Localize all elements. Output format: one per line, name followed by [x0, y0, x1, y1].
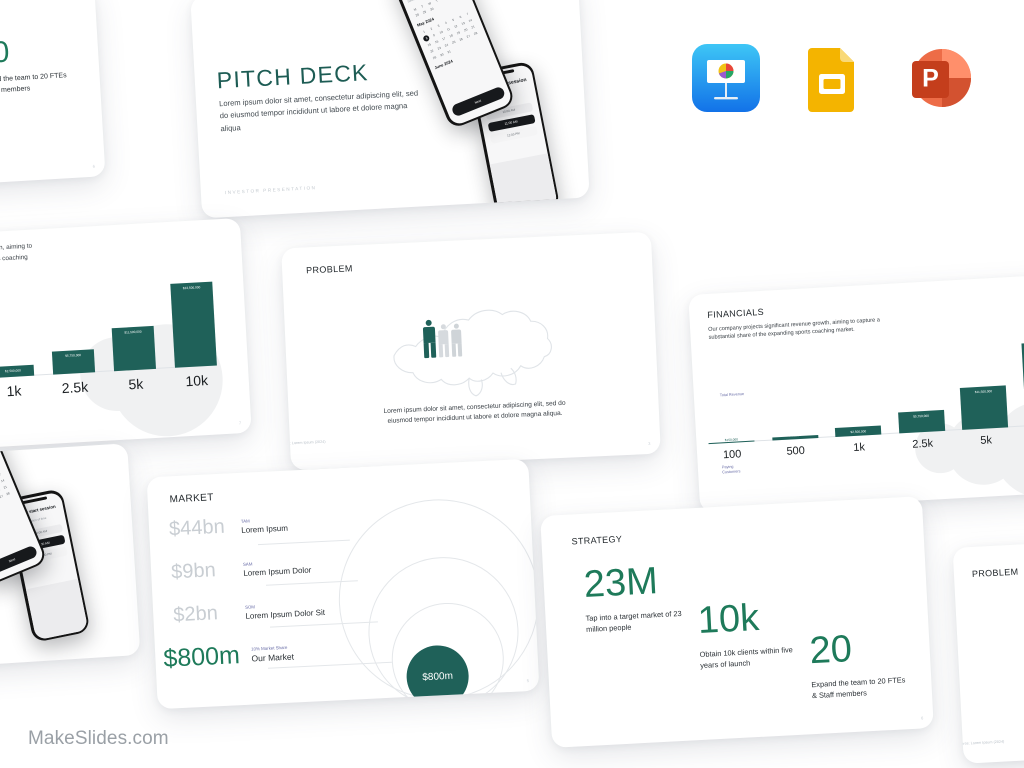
market-tag: 10% Market Share — [250, 644, 288, 652]
slide-body: Our company projects significant revenue… — [708, 317, 881, 342]
kpi-number: 23M — [582, 560, 659, 606]
person-figure-highlighted — [422, 319, 437, 359]
kpi-number: 20 — [0, 35, 11, 71]
bar-value-label: $2,500,000 — [850, 428, 867, 434]
leader-line-tam — [257, 539, 350, 546]
market-core-label: $800m — [422, 670, 454, 683]
calendar-next-month-label: June 2024 — [0, 505, 18, 529]
market-row-tam: $44bn TAM Lorem Ipsum — [169, 513, 289, 542]
bar-value-label: $5,750,000 — [65, 353, 82, 359]
phone-next-label: Next — [8, 557, 16, 564]
kpi-number: 20 — [808, 628, 853, 673]
category-label: 5k — [127, 375, 144, 393]
app-icons-row: P — [692, 44, 972, 112]
slide-financials-partial[interactable]: nue growth, aiming to nding sports coach… — [0, 217, 252, 454]
category-label: 2.5k — [61, 378, 89, 397]
slide-strategy-partial[interactable]: 20 Expand the team to 20 FTEs & Staff me… — [0, 0, 106, 188]
market-name: Lorem Ipsum Dolor — [243, 565, 312, 578]
bar-value-label: $11,500,000 — [974, 389, 993, 395]
market-amount: $800m — [162, 641, 241, 673]
bar-value-label: $23,500,000 — [182, 284, 201, 290]
market-amount: $44bn — [168, 515, 226, 541]
kpi-team: 20 Expand the team to 20 FTEs & Staff me… — [809, 627, 922, 702]
kpi-text: Obtain 10k clients within five years of … — [699, 645, 794, 671]
kpi-number: 10k — [696, 596, 761, 643]
bar-chart-partial: $2,500,000 $5,750,000 $11,500,000 $23,50… — [0, 278, 217, 379]
bar-value-label: $750,000 — [788, 432, 802, 438]
market-row-som: $2bn SOM Lorem Ipsum Dolor Sit — [173, 597, 326, 627]
market-name: Our Market — [251, 651, 295, 664]
market-amount: $2bn — [172, 602, 219, 627]
category-label: 500 — [786, 444, 806, 458]
slide-page-number: 6 — [92, 163, 96, 169]
slide-market[interactable]: MARKET $44bn TAM Lorem Ipsum $9bn SAM Lo… — [146, 458, 540, 710]
google-slides-icon[interactable] — [798, 44, 866, 112]
keynote-icon[interactable] — [692, 44, 760, 112]
category-label: 100 — [722, 448, 742, 462]
market-amount: $9bn — [170, 559, 217, 584]
category-label: 2.5k — [911, 437, 934, 451]
slide-financials[interactable]: FINANCIALS Our company projects signific… — [688, 273, 1024, 513]
bar-value-label: $5,750,000 — [913, 413, 930, 419]
bar-value-label: $2,500,000 — [4, 367, 21, 373]
slide-title: STRATEGY — [571, 533, 623, 547]
slide-title: FINANCIALS — [707, 306, 765, 320]
category-label: 1k — [6, 382, 22, 400]
slide-title: PROBLEM — [305, 263, 353, 276]
slide-pitch-deck-title[interactable]: PITCH DECK Lorem ipsum dolor sit amet, c… — [190, 0, 590, 219]
slide-problem[interactable]: PROBLEM — [281, 231, 661, 471]
category-label: 1k — [853, 441, 866, 455]
investor-presentation-tag: INVESTOR PRESENTATION — [224, 185, 317, 196]
slide-title: PROBLEM — [971, 566, 1019, 580]
market-tag: TAM — [240, 517, 250, 524]
kpi-clients: 10k Obtain 10k clients within five years… — [697, 596, 810, 671]
slide-body: Lorem ipsum dolor sit amet, consectetur … — [218, 88, 419, 133]
slide-title: MARKET — [169, 492, 214, 506]
slide-page-number: 5 — [526, 678, 530, 684]
bar-value-label: $150,000 — [724, 437, 739, 443]
slide-source: Source: Lorem Ipsum (2024) — [281, 439, 326, 446]
powerpoint-icon[interactable]: P — [904, 44, 972, 112]
kpi-text: Expand the team to 20 FTEs & Staff membe… — [0, 72, 67, 95]
market-name: Lorem Ipsum Dolor Sit — [245, 607, 326, 621]
kpi-partial-2: 20 Expand the team to 20 FTEs & Staff me… — [0, 33, 88, 97]
market-row-our-market: $800m 10% Market Share Our Market — [163, 639, 295, 674]
bar-value-label: $11,500,000 — [124, 329, 142, 335]
slide-source: Source: Lorem Ipsum (2024) — [956, 739, 1005, 747]
kpi-text: Tap into a target market of 23 million p… — [585, 608, 682, 635]
watermark: MakeSlides.com — [28, 728, 169, 749]
slide-strategy[interactable]: STRATEGY 23M Tap into a target market of… — [540, 496, 934, 748]
kpi-text: Expand the team to 20 FTEs & Staff membe… — [811, 675, 906, 701]
market-name: Lorem Ipsum — [241, 523, 289, 535]
people-figures-group — [422, 318, 463, 359]
svg-text:P: P — [922, 65, 939, 93]
kpi-target-market: 23M Tap into a target market of 23 milli… — [583, 560, 696, 635]
region-map-graphic — [379, 286, 564, 404]
person-figure-muted-1 — [438, 324, 449, 358]
slide-page-number: 3 — [648, 440, 651, 447]
bar-chart: $150,000 $750,000 $2,500,000 $5,750,000 … — [704, 338, 1024, 445]
slide-page-number: 7 — [238, 420, 242, 426]
slide-problem-partial[interactable]: PROBLEM Source: Lorem Ipsum (2024) — [952, 532, 1024, 764]
person-figure-muted-2 — [451, 323, 462, 357]
slide-title: PITCH DECK — [216, 59, 370, 94]
slide-page-number: 6 — [920, 715, 924, 721]
phone-next-label: Next — [473, 98, 482, 105]
category-label: 5k — [980, 434, 993, 447]
slide-pitch-deck-partial[interactable]: Select start session time Select duratio… — [0, 443, 141, 673]
chart-x-axis-label: Paying Customers — [721, 464, 741, 475]
category-label: 10k — [185, 371, 209, 390]
market-row-sam: $9bn SAM Lorem Ipsum Dolor — [171, 555, 312, 585]
